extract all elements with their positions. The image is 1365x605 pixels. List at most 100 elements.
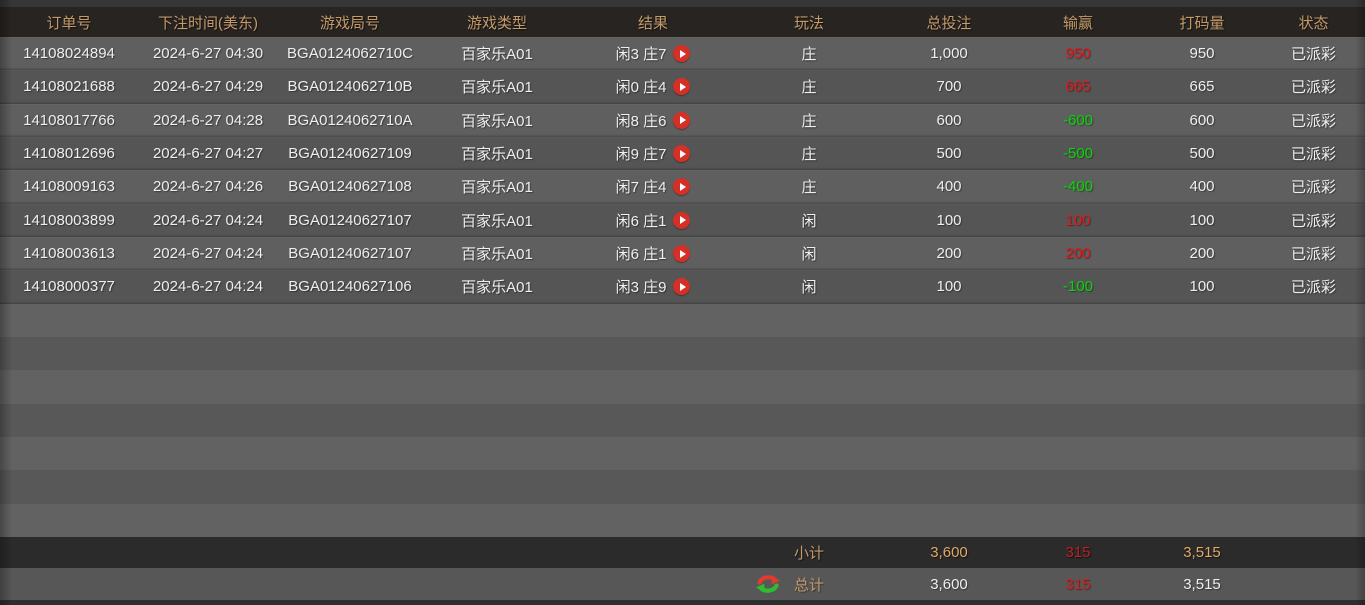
total-label: 总计 [793,576,824,594]
cell-order_id: 14108003613 [23,245,115,263]
cell-total_bet: 1,000 [930,45,968,63]
cell-order_id: 14108012696 [23,145,115,163]
result-text: 闲6 庄1 [615,246,667,264]
table-row: 14108000377 2024-6-27 04:24 BGA01240627106… [0,270,1365,304]
cell-total_bet: 100 [936,211,962,229]
table-body: 14108024894 2024-6-27 04:30 BGA0124062710C… [0,37,1365,537]
play-icon[interactable] [673,245,691,263]
cell-win_loss: 665 [1065,78,1091,96]
total-total-bet: 3,600 [930,575,968,593]
cell-play: 庄 [801,112,817,130]
cell-order_id: 14108021688 [23,78,115,96]
cell-total_bet: 500 [936,145,962,163]
cell-wager: 200 [1189,245,1215,263]
subtotal-row: 小计 3,600 315 3,515 [0,537,1365,568]
column-header-bet_time: 下注时间(美东) [158,14,258,32]
cell-result: 闲8 庄6 [572,110,734,131]
cell-round_id: BGA01240627107 [288,245,412,263]
cell-play: 闲 [801,246,817,264]
cell-game_type: 百家乐A01 [461,212,533,230]
cell-round_id: BGA01240627109 [288,145,412,163]
table-row: 14108009163 2024-6-27 04:26 BGA01240627108… [0,170,1365,204]
cell-round_id: BGA0124062710C [287,45,413,63]
cell-order_id: 14108003899 [23,211,115,229]
cell-status: 已派彩 [1290,246,1336,264]
cell-status: 已派彩 [1290,79,1336,97]
play-icon[interactable] [673,211,691,229]
cell-win_loss: 950 [1065,45,1091,63]
cell-win_loss: -100 [1062,278,1094,296]
refresh-icon[interactable] [756,574,780,595]
cell-bet_time: 2024-6-27 04:26 [152,178,264,196]
empty-row [0,336,1365,371]
cell-round_id: BGA01240627106 [288,278,412,296]
cell-round_id: BGA01240627107 [288,211,412,229]
total-win-loss: 315 [1065,575,1091,593]
cell-total_bet: 100 [936,278,962,296]
table-row: 14108003899 2024-6-27 04:24 BGA01240627107… [0,203,1365,237]
cell-wager: 100 [1189,211,1215,229]
cell-order_id: 14108017766 [23,111,115,129]
column-header-wager: 打码量 [1179,14,1225,32]
cell-win_loss: 100 [1065,211,1091,229]
cell-round_id: BGA0124062710B [287,78,413,96]
table-header-row: 订单号 下注时间(美东) 游戏局号 游戏类型 结果 玩法 总投注 输赢 打码量 状态 [0,7,1365,37]
column-header-round_id: 游戏局号 [319,14,380,32]
empty-row [0,470,1365,504]
cell-wager: 400 [1189,178,1215,196]
cell-round_id: BGA0124062710A [287,111,413,129]
result-text: 闲3 庄9 [615,279,667,297]
cell-bet_time: 2024-6-27 04:30 [152,45,264,63]
cell-result: 闲7 庄4 [572,176,734,197]
empty-row [0,503,1365,537]
play-icon[interactable] [673,45,691,63]
total-wager: 3,515 [1183,575,1221,593]
cell-result: 闲6 庄1 [572,243,734,264]
result-text: 闲0 庄4 [615,79,667,97]
column-header-order_id: 订单号 [46,14,92,32]
cell-bet_time: 2024-6-27 04:24 [152,278,264,296]
cell-status: 已派彩 [1290,46,1336,64]
column-header-game_type: 游戏类型 [466,14,527,32]
subtotal-wager: 3,515 [1183,544,1221,561]
cell-bet_time: 2024-6-27 04:29 [152,78,264,96]
total-row: 总计 3,600 315 3,515 [0,568,1365,600]
result-text: 闲6 庄1 [615,212,667,230]
result-text: 闲9 庄7 [615,146,667,164]
cell-wager: 950 [1189,45,1215,63]
bottom-edge [0,600,1365,605]
cell-total_bet: 400 [936,178,962,196]
cell-status: 已派彩 [1290,212,1336,230]
play-icon[interactable] [673,78,691,96]
column-header-status: 状态 [1298,14,1329,32]
cell-total_bet: 200 [936,245,962,263]
cell-status: 已派彩 [1290,179,1336,197]
result-text: 闲8 庄6 [615,112,667,130]
cell-order_id: 14108009163 [23,178,115,196]
cell-status: 已派彩 [1290,146,1336,164]
cell-play: 庄 [801,46,817,64]
cell-win_loss: 200 [1065,245,1091,263]
cell-game_type: 百家乐A01 [461,146,533,164]
table-row: 14108003613 2024-6-27 04:24 BGA01240627107… [0,236,1365,271]
table-row: 14108017766 2024-6-27 04:28 BGA0124062710A… [0,103,1365,137]
column-header-win_loss: 输赢 [1062,14,1093,32]
cell-bet_time: 2024-6-27 04:24 [152,245,264,263]
cell-status: 已派彩 [1290,279,1336,297]
play-icon[interactable] [673,111,691,129]
play-icon[interactable] [673,145,691,163]
empty-row [0,303,1365,337]
cell-result: 闲3 庄7 [572,43,734,64]
column-header-result: 结果 [637,14,668,32]
play-icon[interactable] [673,178,691,196]
cell-play: 庄 [801,79,817,97]
play-icon[interactable] [673,278,691,296]
cell-round_id: BGA01240627108 [288,178,412,196]
empty-row [0,436,1365,471]
cell-game_type: 百家乐A01 [461,279,533,297]
cell-game_type: 百家乐A01 [461,79,533,97]
cell-play: 庄 [801,146,817,164]
table-row: 14108024894 2024-6-27 04:30 BGA0124062710C… [0,37,1365,71]
cell-result: 闲3 庄9 [572,276,734,297]
cell-bet_time: 2024-6-27 04:24 [152,211,264,229]
